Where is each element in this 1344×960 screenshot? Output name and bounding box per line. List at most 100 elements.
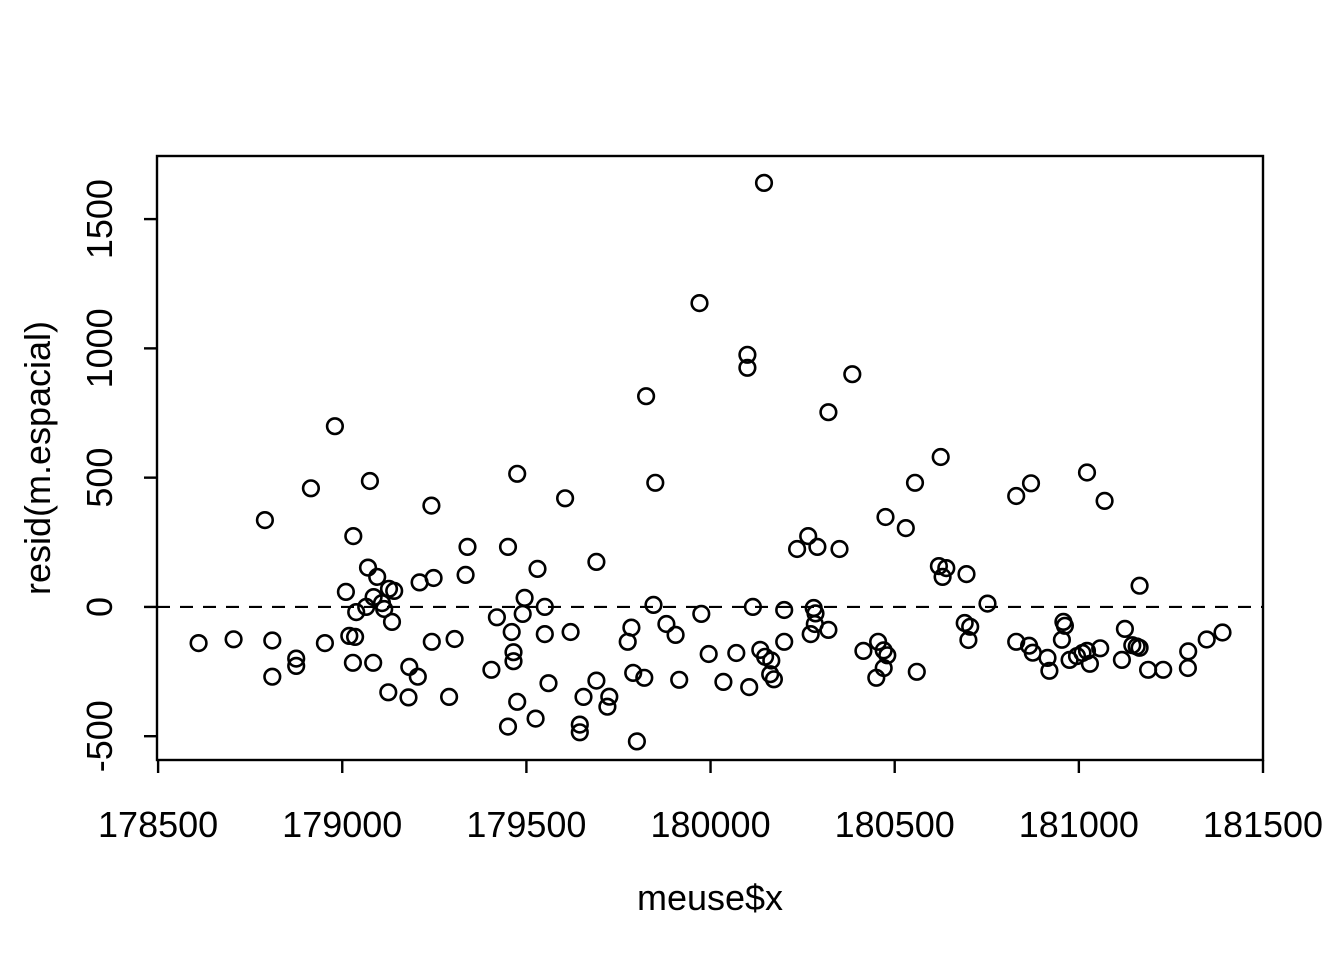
data-point (458, 537, 477, 557)
data-point (978, 594, 997, 613)
data-point (498, 537, 518, 557)
data-point (508, 692, 527, 711)
data-point (587, 671, 606, 690)
data-point (937, 558, 956, 578)
data-point (482, 660, 501, 679)
data-point (287, 656, 306, 676)
x-axis-tick-label: 181000 (1019, 804, 1139, 845)
data-point (347, 602, 366, 622)
data-point (692, 604, 711, 624)
data-point (508, 464, 527, 483)
data-point (502, 622, 521, 642)
data-point (422, 496, 441, 515)
data-point (385, 581, 404, 601)
data-point (1007, 632, 1026, 651)
data-point (1080, 654, 1099, 673)
data-point (515, 588, 534, 608)
data-point (445, 629, 464, 649)
data-point (618, 632, 637, 651)
data-point (346, 627, 365, 647)
data-point (727, 643, 746, 663)
data-point (775, 632, 794, 651)
data-point (738, 345, 757, 364)
data-point (754, 173, 774, 192)
data-point (343, 653, 363, 672)
data-point (635, 668, 654, 687)
data-point (368, 567, 387, 587)
x-axis-tick-label: 181500 (1203, 804, 1323, 845)
data-point (357, 597, 376, 617)
data-point (830, 539, 849, 559)
data-point (224, 630, 243, 649)
y-axis-tick-label: 0 (79, 597, 120, 617)
y-axis-tick-label: 1000 (79, 308, 120, 388)
data-point (600, 687, 619, 706)
data-point (456, 565, 475, 585)
data-point (498, 717, 518, 736)
data-point (504, 643, 523, 662)
data-point (1115, 619, 1134, 639)
data-point (896, 518, 915, 538)
x-axis-tick-label: 179500 (466, 804, 586, 845)
data-point (399, 688, 418, 707)
data-point (1197, 630, 1216, 649)
data-point (624, 663, 643, 683)
data-point (907, 662, 926, 681)
data-point (1178, 658, 1197, 678)
data-point (561, 622, 580, 642)
data-point (504, 652, 523, 671)
data-point (1130, 576, 1149, 595)
data-point (714, 672, 733, 692)
data-point (255, 510, 275, 530)
data-point (287, 649, 306, 668)
data-point (1077, 641, 1097, 661)
data-point (555, 489, 575, 508)
data-point (806, 604, 825, 623)
data-point (738, 358, 757, 377)
data-point (627, 732, 647, 751)
data-point (528, 559, 547, 579)
data-point (959, 630, 978, 650)
plot-border (155, 154, 1265, 762)
data-point (646, 473, 665, 492)
data-point (344, 526, 363, 546)
data-point (801, 624, 820, 644)
data-point (360, 471, 380, 491)
data-point (1112, 650, 1131, 670)
data-point (375, 599, 394, 619)
data-point (1130, 638, 1149, 657)
data-point (874, 641, 893, 660)
data-point (764, 670, 784, 689)
data-point (1040, 661, 1059, 680)
x-axis-tick-label: 180500 (835, 804, 955, 845)
y-axis-tick-label: 500 (79, 448, 120, 508)
y-axis-tick-label: 1500 (79, 179, 120, 259)
data-point (1021, 474, 1041, 493)
data-point (263, 667, 282, 686)
data-point (799, 526, 818, 546)
data-point (539, 674, 558, 693)
data-point (957, 564, 976, 584)
x-axis-tick-label: 178500 (98, 804, 218, 845)
data-point (666, 625, 685, 645)
data-point (526, 709, 545, 728)
data-point (315, 633, 335, 653)
data-point (878, 646, 897, 665)
data-point (1091, 639, 1110, 658)
data-point (379, 683, 398, 702)
data-point (670, 670, 689, 689)
data-point (263, 631, 282, 650)
data-point (1052, 630, 1071, 649)
data-point (535, 624, 554, 644)
data-point (1038, 648, 1057, 668)
data-point (325, 417, 345, 436)
data-point (1007, 486, 1026, 506)
data-point (598, 697, 617, 716)
data-point (400, 657, 419, 677)
data-point (905, 473, 925, 492)
data-point (933, 567, 952, 587)
data-point (762, 651, 781, 670)
data-point (743, 597, 763, 617)
data-point (787, 539, 807, 559)
